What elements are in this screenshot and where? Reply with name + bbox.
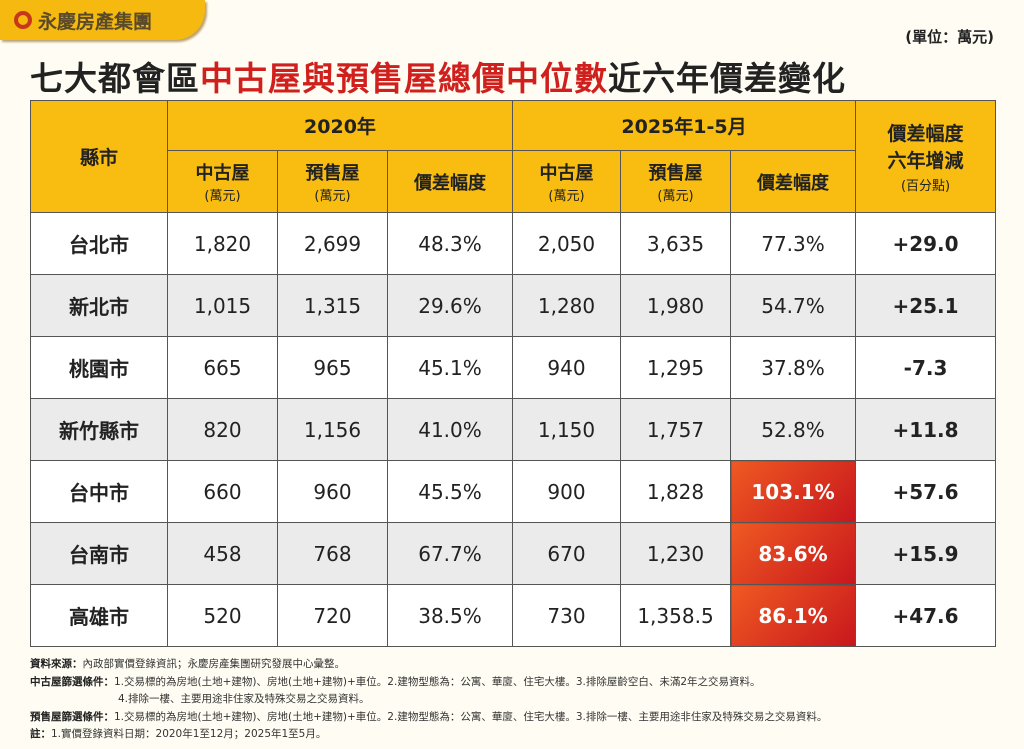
cell-chg: +57.6 [855, 460, 997, 523]
cell-chg: +11.8 [855, 398, 997, 461]
cell-used-2020: 820 [167, 398, 278, 461]
header-change-line2: 六年增減 [887, 149, 964, 172]
cell-used-2020: 458 [167, 522, 278, 585]
cell-used-2025: 730 [512, 584, 621, 647]
cell-used-2025: 1,150 [512, 398, 621, 461]
cell-city: 台北市 [30, 212, 168, 275]
title-highlight: 中古屋與預售屋總價中位數 [200, 59, 608, 98]
cell-chg: -7.3 [855, 336, 997, 399]
header-change: 價差幅度六年增減 (百分點) [855, 100, 997, 213]
cell-city: 高雄市 [30, 584, 168, 647]
note-presale-filter: 預售屋篩選條件：1.交易標的為房地(土地+建物)、房地(土地+建物)+車位。2.… [30, 710, 828, 723]
cell-presale-2020: 1,156 [277, 398, 388, 461]
title-part2: 近六年價差變化 [608, 59, 846, 98]
header-used-2020: 中古屋 (萬元) [167, 150, 278, 213]
cell-presale-2020: 965 [277, 336, 388, 399]
table-row: 台北市 1,820 2,699 48.3% 2,050 3,635 77.3% +29.0 [30, 212, 997, 275]
brand-logo: 永慶房產集團 [0, 0, 205, 40]
header-gap-2025: 價差幅度 [729, 150, 857, 213]
cell-presale-2025: 1,828 [620, 460, 731, 523]
table-row: 台南市 458 768 67.7% 670 1,230 83.6% +15.9 [30, 522, 997, 585]
header-presale-2020: 預售屋 (萬元) [277, 150, 388, 213]
cell-city: 台南市 [30, 522, 168, 585]
table-row: 桃園市 665 965 45.1% 940 1,295 37.8% -7.3 [30, 336, 997, 399]
cell-presale-2025: 1,980 [620, 274, 731, 337]
cell-used-2025: 2,050 [512, 212, 621, 275]
cell-city: 台中市 [30, 460, 168, 523]
header-2020: 2020年 [167, 100, 513, 151]
cell-used-2025: 900 [512, 460, 621, 523]
cell-used-2020: 1,820 [167, 212, 278, 275]
cell-gap-2020: 41.0% [387, 398, 513, 461]
cell-presale-2020: 2,699 [277, 212, 388, 275]
cell-presale-2020: 720 [277, 584, 388, 647]
footnotes: 資料來源：內政部實價登錄資訊；永慶房產集團研究發展中心彙整。 中古屋篩選條件：1… [30, 656, 827, 744]
cell-presale-2020: 768 [277, 522, 388, 585]
cell-presale-2025: 3,635 [620, 212, 731, 275]
cell-chg: +29.0 [855, 212, 997, 275]
cell-used-2020: 520 [167, 584, 278, 647]
cell-gap-2025: 37.8% [729, 336, 857, 399]
note-source: 資料來源：內政部實價登錄資訊；永慶房產集團研究發展中心彙整。 [30, 658, 345, 670]
cell-presale-2025: 1,230 [620, 522, 731, 585]
title-part1: 七大都會區 [30, 59, 200, 98]
cell-used-2020: 660 [167, 460, 278, 523]
cell-gap-2025: 54.7% [729, 274, 857, 337]
cell-used-2020: 665 [167, 336, 278, 399]
cell-gap-2020: 48.3% [387, 212, 513, 275]
cell-gap-2020: 45.1% [387, 336, 513, 399]
cell-used-2020: 1,015 [167, 274, 278, 337]
cell-gap-2020: 38.5% [387, 584, 513, 647]
cell-chg: +15.9 [855, 522, 997, 585]
cell-used-2025: 670 [512, 522, 621, 585]
cell-gap-2020: 45.5% [387, 460, 513, 523]
header-county: 縣市 [30, 100, 168, 213]
unit-label: (單位：萬元) [905, 28, 994, 46]
table-row: 高雄市 520 720 38.5% 730 1,358.5 86.1% +47.6 [30, 584, 997, 647]
cell-presale-2020: 960 [277, 460, 388, 523]
note-used-filter-cont: 4.排除一樓、主要用途非住家及特殊交易之交易資料。 [118, 693, 370, 705]
header-2025: 2025年1-5月 [511, 100, 857, 151]
table-row: 台中市 660 960 45.5% 900 1,828 103.1% +57.6 [30, 460, 997, 523]
cell-used-2025: 940 [512, 336, 621, 399]
cell-gap-2025: 83.6% [729, 522, 857, 585]
cell-city: 新竹縣市 [30, 398, 168, 461]
brand-name: 永慶房產集團 [38, 10, 153, 33]
cell-presale-2020: 1,315 [277, 274, 388, 337]
note-date: 註：1.實價登錄資料日期：2020年1至12月；2025年1至5月。 [30, 728, 327, 740]
page-title: 七大都會區中古屋與預售屋總價中位數近六年價差變化 [30, 52, 846, 100]
cell-gap-2020: 67.7% [387, 522, 513, 585]
table-row: 新北市 1,015 1,315 29.6% 1,280 1,980 54.7% +25.1 [30, 274, 997, 337]
header-change-line1: 價差幅度 [887, 122, 964, 145]
cell-gap-2025: 103.1% [729, 460, 857, 523]
cell-used-2025: 1,280 [512, 274, 621, 337]
header-change-unit: (百分點) [900, 178, 951, 194]
logo-icon [14, 11, 32, 29]
cell-presale-2025: 1,757 [620, 398, 731, 461]
table-row: 新竹縣市 820 1,156 41.0% 1,150 1,757 52.8% +11.8 [30, 398, 997, 461]
note-used-filter: 中古屋篩選條件：1.交易標的為房地(土地+建物)、房地(土地+建物)+車位。2.… [30, 675, 761, 688]
cell-city: 新北市 [30, 274, 168, 337]
cell-chg: +47.6 [855, 584, 997, 647]
header-presale-2025: 預售屋 (萬元) [620, 150, 731, 213]
cell-city: 桃園市 [30, 336, 168, 399]
cell-gap-2025: 77.3% [729, 212, 857, 275]
cell-gap-2020: 29.6% [387, 274, 513, 337]
cell-chg: +25.1 [855, 274, 997, 337]
header-gap-2020: 價差幅度 [387, 150, 513, 213]
cell-gap-2025: 52.8% [729, 398, 857, 461]
header-used-2025: 中古屋 (萬元) [512, 150, 621, 213]
cell-presale-2025: 1,295 [620, 336, 731, 399]
price-table: 縣市 2020年 2025年1-5月 價差幅度 六年增減 (百分點) 中古屋 (萬元)… [30, 100, 997, 647]
cell-gap-2025: 86.1% [729, 584, 857, 647]
cell-presale-2025: 1,358.5 [620, 584, 731, 647]
